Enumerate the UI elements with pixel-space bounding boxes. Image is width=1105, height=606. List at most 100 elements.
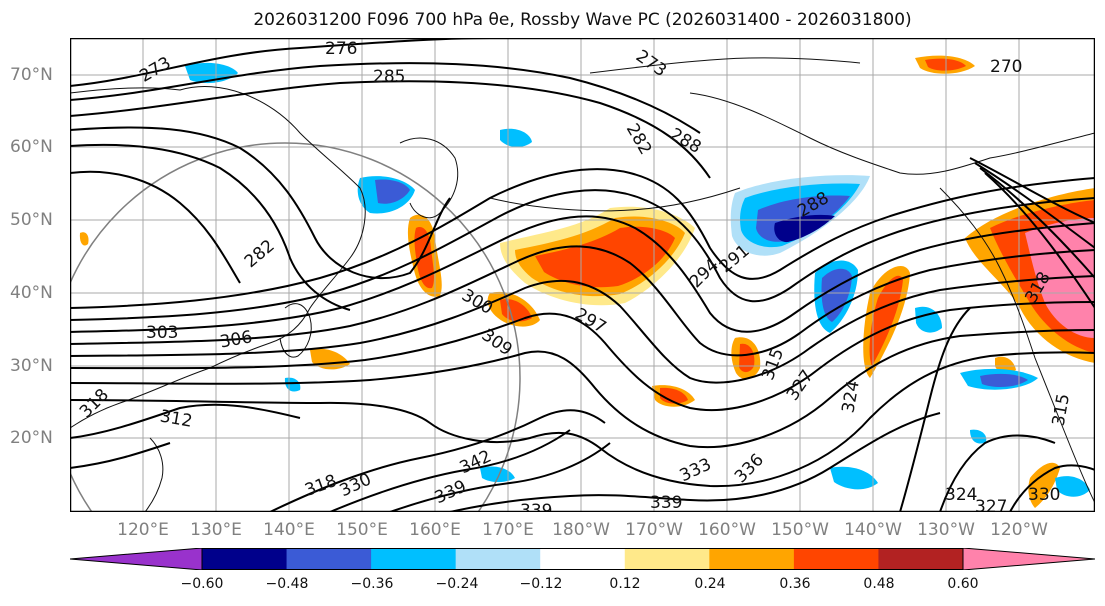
contour-line [389,442,611,512]
colorbar-tick: −0.12 [519,576,563,592]
coastline-alaska [689,92,1095,175]
contour-label: 297 [571,304,609,338]
colorbar-tick: 0.24 [694,576,726,592]
colorbar-tick: 0.12 [609,576,641,592]
map-panel: 276 285 273 273 282 282 288 270 300 297 … [70,38,1095,512]
contour-line [70,329,1095,449]
colorbar [70,548,1095,570]
contour-line [70,245,1095,357]
lat-label: 20°N [10,428,53,448]
contour-line [70,170,241,284]
lon-label: 160°E [409,520,461,540]
contour-label: 282 [241,236,279,272]
colorbar-tick: 0.48 [863,576,895,592]
contour-line [974,162,1095,249]
contour-label: 309 [478,325,516,360]
contour-label: 303 [146,323,178,343]
contour-line [70,442,171,469]
colorbar-extend-max [962,548,1095,570]
anomaly-negative-region [375,179,410,204]
lon-label: 180°W [552,520,610,540]
map-canvas: 276 285 273 273 282 282 288 270 300 297 … [70,38,1095,512]
colorbar-frame [201,548,964,570]
contour-label: 306 [218,327,253,352]
colorbar-segment [286,548,372,570]
lat-label: 60°N [10,137,53,157]
contour-line [939,434,1056,512]
coastline-japan [279,303,312,358]
lat-label: 30°N [10,356,53,376]
coastline-kamchatka [399,137,459,219]
contour-line [70,275,1095,384]
contour-line [70,38,491,87]
anomaly-positive-region [739,343,755,373]
lat-label: 70°N [10,65,53,85]
lon-label: 130°W [917,520,975,540]
colorbar-segment [455,548,541,570]
lon-label: 170°E [482,520,534,540]
contour-label: 318 [302,471,339,501]
contour-line [979,167,1095,279]
contour-label: 339 [432,476,470,508]
anomaly-positive-region [1028,462,1060,508]
contour-line [70,62,701,134]
contour-label: 330 [1028,485,1060,505]
contour-line [70,403,301,439]
anomaly-negative-region [1055,476,1090,497]
anomaly-negative-region [480,466,515,483]
contour-label: 273 [632,46,670,81]
colorbar-tick: 0.36 [779,576,811,592]
contour-line [70,301,1095,412]
contour-label: 339 [520,501,552,512]
reference-circle [70,142,521,512]
contour-label: 339 [650,493,682,512]
coastline-asia [70,86,366,429]
colorbar-segment [878,548,964,570]
colorbar-segment [202,548,288,570]
lon-label: 140°W [844,520,902,540]
coastline-aleutians [489,187,741,212]
contour-line [449,412,941,512]
contour-label: 270 [990,57,1022,77]
anomaly-negative-region [774,214,835,243]
contour-label: 327 [975,497,1007,512]
lon-label: 120°E [117,520,169,540]
lon-label: 130°E [190,520,242,540]
contour-line [1009,464,1095,512]
anomaly-positive-region [79,232,89,246]
lon-label: 160°W [698,520,756,540]
colorbar-segment [624,548,710,570]
contour-label: 315 [1049,392,1074,427]
contour-line [70,351,1095,488]
colorbar-segment [371,548,457,570]
anomaly-negative-region [980,373,1028,388]
anomaly-negative-region [284,377,301,392]
contour-line [70,143,351,311]
colorbar-tick: −0.48 [265,576,309,592]
coastline-arctic [589,57,861,74]
colorbar-tick: 0.60 [947,576,979,592]
contour-label: 333 [677,454,715,486]
contour-label: 312 [158,406,193,431]
lon-label: 150°E [336,520,388,540]
colorbar-tick: −0.60 [180,576,224,592]
contour-label: 288 [666,124,704,158]
theta-e-contours [70,38,1095,512]
contour-line [70,215,1095,333]
lat-label: 40°N [10,283,53,303]
anomaly-negative-region [915,306,942,333]
anomaly-negative-region [500,128,532,148]
contour-label: 276 [325,39,357,59]
map-title: 2026031200 F096 700 hPa θe, Rossby Wave … [253,10,912,30]
colorbar-extend-min [70,548,203,570]
contour-label: 282 [622,120,656,158]
anomaly-negative-region [830,466,878,490]
contour-line [984,172,1095,309]
anomaly-negative-region [970,429,987,444]
contour-line [70,189,1095,321]
colorbar-tick: −0.24 [435,576,479,592]
colorbar-segment [793,548,879,570]
contour-line [329,429,571,512]
contour-label: 285 [373,67,405,87]
contour-line [70,80,711,179]
